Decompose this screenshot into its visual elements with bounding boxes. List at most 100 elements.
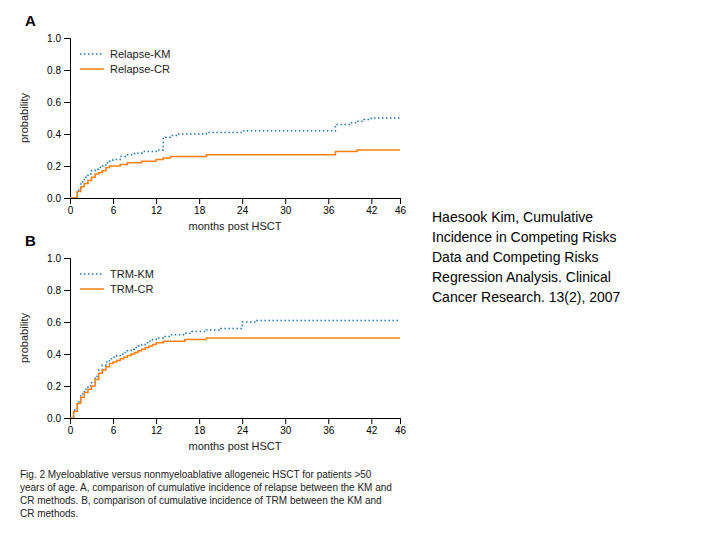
tick-label: 36 — [323, 425, 335, 436]
tick: 1.0 — [47, 33, 70, 44]
x-axis: 0 6 12 18 24 30 36 42 46 — [68, 418, 407, 436]
tick: 0.2 — [47, 381, 70, 392]
tick-mark — [64, 198, 70, 199]
tick-label: 36 — [323, 205, 335, 216]
axis-domain — [71, 199, 401, 205]
reference-text: Haesook Kim, Cumulative Incidence in Comp… — [432, 209, 621, 305]
tick: 6 — [111, 198, 117, 216]
tick-mark — [199, 198, 200, 204]
legend-item: TRM-CR — [80, 283, 153, 295]
tick-mark — [328, 198, 329, 204]
tick-mark — [64, 354, 70, 355]
legend-label: Relapse-KM — [110, 48, 171, 60]
tick-label: 6 — [111, 205, 117, 216]
legend-swatch — [80, 53, 104, 55]
tick: 30 — [280, 198, 292, 216]
tick-mark — [64, 322, 70, 323]
tick-mark — [242, 198, 243, 204]
tick: 0.4 — [47, 349, 70, 360]
legend-swatch — [80, 288, 104, 290]
legend-item: Relapse-CR — [80, 63, 170, 75]
tick-mark — [400, 418, 401, 424]
tick-label: 0.2 — [47, 381, 61, 392]
tick-label: 6 — [111, 425, 117, 436]
tick-label: 42 — [366, 425, 378, 436]
tick-label: 0.2 — [47, 161, 61, 172]
plot-area — [70, 320, 400, 418]
tick: 0.8 — [47, 285, 70, 296]
tick-mark — [328, 418, 329, 424]
tick: 36 — [323, 418, 335, 436]
legend: Relapse-KM Relapse-CR — [80, 48, 171, 75]
tick-label: 42 — [366, 205, 378, 216]
tick-label: 0.0 — [47, 413, 61, 424]
tick-label: 24 — [237, 425, 249, 436]
series-line — [70, 150, 400, 198]
legend-label: TRM-KM — [110, 268, 154, 280]
text-line: Haesook Kim, Cumulative — [432, 209, 593, 225]
panel-title: B — [25, 232, 36, 249]
tick: 0 — [68, 418, 74, 436]
tick: 24 — [237, 418, 249, 436]
plot-area — [70, 118, 400, 198]
legend-label: TRM-CR — [110, 283, 153, 295]
tick-mark — [64, 290, 70, 291]
tick-mark — [113, 198, 114, 204]
y-axis: 0.0 0.2 0.4 0.6 0.8 1.0 — [47, 253, 70, 424]
legend: TRM-KM TRM-CR — [80, 268, 154, 295]
panel-title: A — [25, 12, 36, 29]
tick-mark — [371, 418, 372, 424]
tick-mark — [156, 418, 157, 424]
text-line: Fig. 2 Myeloablative versus nonmyeloabla… — [20, 469, 372, 480]
tick-label: 0 — [68, 425, 74, 436]
tick-label: 0.6 — [47, 97, 61, 108]
y-axis: 0.00.20.40.60.81.0 — [47, 33, 70, 204]
tick: 46 — [395, 418, 407, 436]
tick: 12 — [151, 198, 163, 216]
text-line: CR methods. — [20, 508, 78, 519]
tick-label: 0.6 — [47, 317, 61, 328]
tick: 42 — [366, 198, 378, 216]
text-line: Incidence in Competing Risks — [432, 229, 616, 245]
tick-mark — [64, 102, 70, 103]
tick: 6 — [111, 418, 117, 436]
tick: 0.2 — [47, 161, 70, 172]
tick-label: 18 — [194, 425, 206, 436]
tick-label: 30 — [280, 425, 292, 436]
tick: 18 — [194, 418, 206, 436]
legend-swatch — [80, 68, 104, 70]
tick: 18 — [194, 198, 206, 216]
tick: 0.6 — [47, 317, 70, 328]
tick: 12 — [151, 418, 163, 436]
tick-mark — [64, 418, 70, 419]
tick-mark — [199, 418, 200, 424]
tick-mark — [285, 418, 286, 424]
tick-label: 46 — [395, 425, 407, 436]
tick-label: 0.8 — [47, 285, 61, 296]
tick-label: 12 — [151, 425, 163, 436]
tick: 46 — [395, 198, 407, 216]
x-axis-title: months post HSCT — [189, 220, 282, 232]
tick-mark — [64, 70, 70, 71]
tick: 0.8 — [47, 65, 70, 76]
text-line: years of age. A, comparison of cumulativ… — [20, 482, 392, 493]
tick-mark — [113, 418, 114, 424]
x-axis: 0612182430364246 — [68, 198, 407, 216]
legend-label: Relapse-CR — [110, 63, 170, 75]
legend-swatch — [80, 273, 104, 275]
tick-mark — [64, 258, 70, 259]
tick: 30 — [280, 418, 292, 436]
tick: 0.6 — [47, 97, 70, 108]
panel: 06121824303642460.00.20.40.60.81.0Relaps… — [18, 12, 406, 232]
tick-label: 46 — [395, 205, 407, 216]
tick-label: 1.0 — [47, 253, 61, 264]
caption: Fig. 2 Myeloablative versus nonmyeloabla… — [20, 469, 392, 519]
panel: 0 6 12 18 24 30 36 42 46 0.0 0.2 0.4 0.6 0.8 1.0 TRM-KM… — [18, 232, 406, 452]
text-line: Regression Analysis. Clinical — [432, 269, 611, 285]
tick-mark — [371, 198, 372, 204]
tick: 24 — [237, 198, 249, 216]
tick-label: 30 — [280, 205, 292, 216]
tick-mark — [64, 134, 70, 135]
tick-mark — [242, 418, 243, 424]
tick: 42 — [366, 418, 378, 436]
